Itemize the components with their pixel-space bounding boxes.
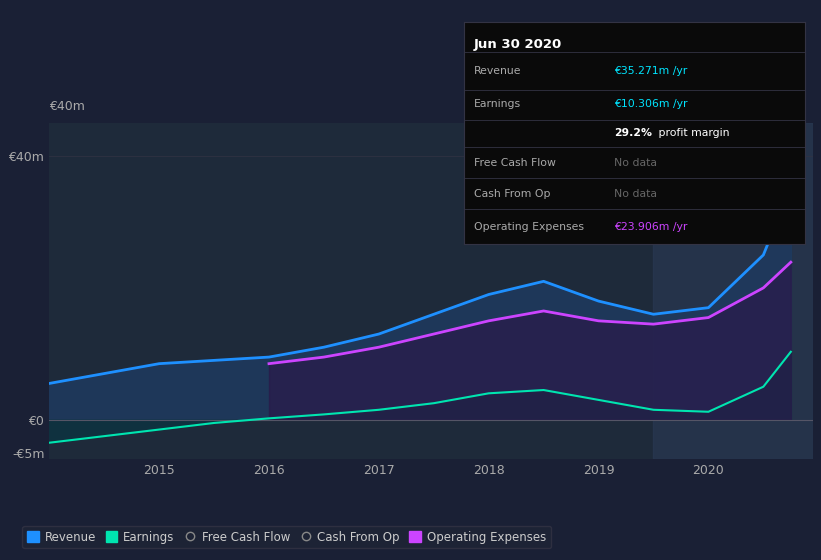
Text: €35.271m /yr: €35.271m /yr: [614, 66, 687, 76]
Text: 29.2%: 29.2%: [614, 128, 652, 138]
Text: No data: No data: [614, 158, 657, 168]
Text: Free Cash Flow: Free Cash Flow: [474, 158, 556, 168]
Text: Operating Expenses: Operating Expenses: [474, 222, 584, 232]
Text: profit margin: profit margin: [654, 128, 729, 138]
Text: Earnings: Earnings: [474, 99, 521, 109]
Text: Revenue: Revenue: [474, 66, 521, 76]
Text: No data: No data: [614, 189, 657, 199]
Text: Cash From Op: Cash From Op: [474, 189, 551, 199]
Text: Jun 30 2020: Jun 30 2020: [474, 38, 562, 51]
Text: €10.306m /yr: €10.306m /yr: [614, 99, 687, 109]
Bar: [654, 123, 813, 459]
Text: €40m: €40m: [49, 100, 85, 113]
Text: €23.906m /yr: €23.906m /yr: [614, 222, 687, 232]
Legend: Revenue, Earnings, Free Cash Flow, Cash From Op, Operating Expenses: Revenue, Earnings, Free Cash Flow, Cash …: [22, 526, 551, 548]
